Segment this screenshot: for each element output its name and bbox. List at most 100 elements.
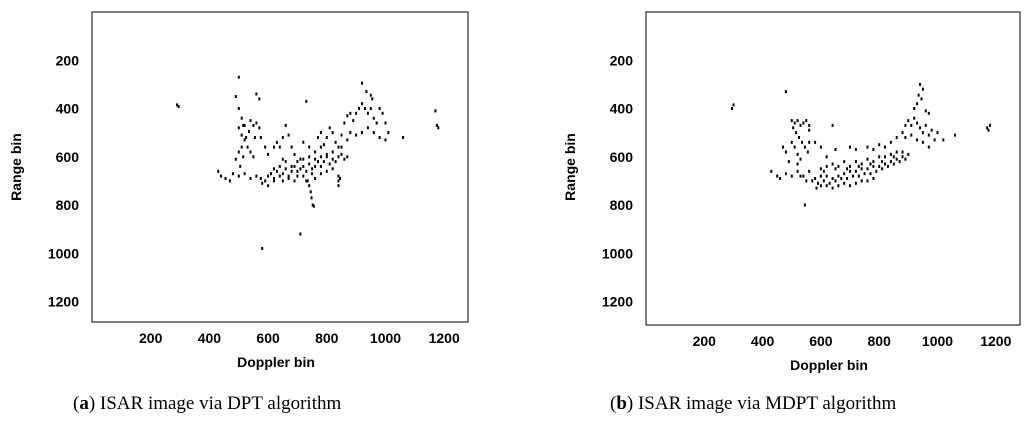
scatter-point <box>287 177 290 180</box>
scatter-point <box>843 160 846 164</box>
scatter-point <box>237 174 240 178</box>
scatter-point <box>790 174 793 178</box>
scatter-point <box>237 126 240 130</box>
y-tick-label: 800 <box>610 197 634 213</box>
scatter-point <box>849 145 851 149</box>
scatter-point <box>312 204 315 208</box>
scatter-point <box>866 167 869 171</box>
scatter-point <box>243 138 246 142</box>
scatter-point <box>892 155 895 159</box>
caption-text: ISAR image via MDPT algorithm <box>637 393 897 414</box>
scatter-point <box>267 174 270 178</box>
scatter-point <box>267 152 270 156</box>
tick-group: 200 400 600 800 1000 1200 200 400 600 800 1000 1200 <box>602 52 1012 349</box>
x-axis-label: Doppler bin <box>237 354 315 370</box>
scatter-point <box>258 97 261 101</box>
scatter-point <box>273 167 275 171</box>
scatter-point <box>352 119 355 123</box>
scatter-point <box>340 145 343 149</box>
scatter-point <box>239 164 242 168</box>
y-tick-label: 400 <box>610 101 634 117</box>
scatter-point <box>849 169 851 173</box>
scatter-point <box>828 181 831 185</box>
scatter-point <box>278 164 281 168</box>
scatter-point <box>281 172 284 176</box>
scatter-point <box>284 123 287 127</box>
scatter-point <box>837 164 840 168</box>
scatter-point <box>901 155 904 159</box>
scatter-point <box>314 150 317 154</box>
scatter-point <box>325 152 328 156</box>
scatter-point <box>258 126 261 130</box>
scatter-point <box>340 152 343 156</box>
scatter-point <box>255 92 258 96</box>
scatter-point <box>860 167 863 171</box>
scatter-point <box>343 121 346 125</box>
scatter-point <box>840 177 843 180</box>
scatter-point <box>895 157 898 161</box>
scatter-point <box>339 177 341 180</box>
scatter-point <box>331 131 334 135</box>
x-axis-label: Doppler bin <box>790 357 868 373</box>
scatter-point <box>802 121 805 125</box>
chart-panel-b: 200 400 600 800 1000 1200 200 400 600 800 1000 1200… <box>562 11 1021 373</box>
scatter-point <box>796 119 799 123</box>
scatter-point <box>366 111 369 115</box>
scatter-point <box>217 169 220 173</box>
scatter-point <box>384 138 387 142</box>
scatter-point <box>884 162 886 166</box>
scatter-point <box>954 133 956 137</box>
caption-text: ISAR image via DPT algorithm <box>99 393 342 414</box>
scatter-point <box>387 131 390 135</box>
scatter-point <box>808 128 811 132</box>
scatter-point <box>889 140 892 144</box>
scatter-point <box>296 169 299 173</box>
scatter-point <box>924 123 927 127</box>
scatter-point <box>243 172 246 176</box>
scatter-point <box>907 119 910 123</box>
scatter-point <box>302 157 305 161</box>
scatter-point <box>913 116 916 120</box>
scatter-point <box>927 145 930 149</box>
scatter-point <box>886 164 889 168</box>
scatter-point <box>325 136 328 139</box>
scatter-point <box>337 155 340 159</box>
scatter-point <box>281 157 284 161</box>
scatter-point <box>249 119 252 123</box>
scatter-point <box>228 179 231 183</box>
scatter-point <box>275 169 278 173</box>
scatter-point <box>910 123 913 127</box>
scatter-point <box>805 119 808 123</box>
scatter-point <box>177 105 180 109</box>
x-tick-label: 1000 <box>370 330 401 346</box>
scatter-point <box>308 145 311 149</box>
scatter-point <box>293 164 296 168</box>
scatter-point <box>919 82 921 86</box>
scatter-point <box>808 140 811 144</box>
scatter-point <box>308 155 311 159</box>
x-tick-label: 1200 <box>980 333 1011 349</box>
scatter-point <box>273 177 275 180</box>
scatter-point <box>319 145 322 149</box>
scatter-point <box>346 114 349 118</box>
scatter-point <box>270 172 272 176</box>
x-tick-label: 600 <box>256 330 280 346</box>
scatter-point <box>343 157 346 161</box>
scatter-point <box>854 181 857 185</box>
scatter-point <box>796 169 799 173</box>
scatter-point <box>369 93 372 97</box>
x-tick-label: 800 <box>315 330 339 346</box>
scatter-point <box>872 148 875 151</box>
scatter-point <box>927 111 930 115</box>
scatter-point <box>916 102 919 106</box>
scatter-point <box>176 103 179 107</box>
scatter-point <box>296 174 299 178</box>
scatter-point <box>284 160 287 164</box>
scatter-point <box>849 164 851 168</box>
scatter-point <box>281 179 284 183</box>
scatter-point <box>237 107 240 110</box>
scatter-point <box>311 172 314 176</box>
scatter-point <box>904 136 907 139</box>
scatter-point <box>346 155 349 159</box>
